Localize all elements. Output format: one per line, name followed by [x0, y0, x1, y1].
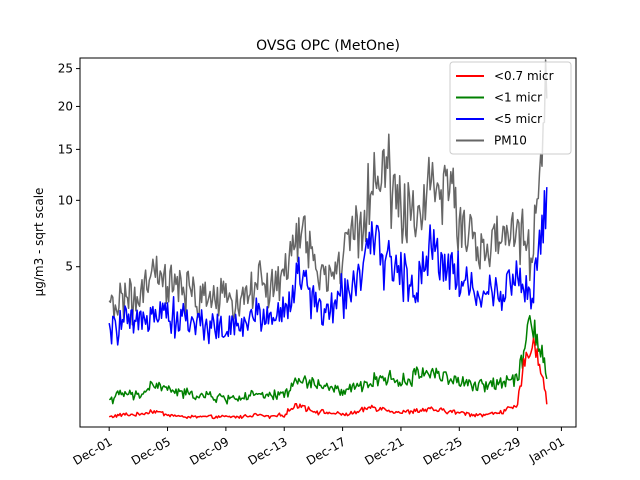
- series-line-1: [108, 314, 548, 405]
- y-tick-label: 5: [65, 260, 73, 274]
- legend-label-0: <0.7 micr: [494, 69, 554, 83]
- series-line-0: [108, 337, 548, 420]
- plot-frame: [79, 57, 577, 428]
- y-tick-label: 15: [58, 142, 73, 156]
- legend: <0.7 micr <1 micr <5 micr PM10: [449, 61, 572, 155]
- x-tick-label: Dec-01: [71, 434, 115, 468]
- x-tick-label: Dec-29: [479, 434, 523, 468]
- x-tick-label: Jan-01: [526, 434, 567, 466]
- y-tick-label: 10: [58, 193, 73, 207]
- x-tick-label: Dec-09: [187, 434, 231, 468]
- series-layer: [108, 59, 548, 420]
- x-tick-label: Dec-17: [304, 434, 348, 468]
- y-tick-label: 20: [58, 99, 73, 113]
- legend-label-3: PM10: [494, 134, 527, 148]
- x-tick-label: Dec-13: [246, 434, 290, 468]
- series-line-3: [108, 59, 548, 326]
- y-tick-label: 25: [58, 62, 73, 76]
- series-line-2: [108, 187, 548, 346]
- y-axis-label: µg/m3 - sqrt scale: [32, 188, 46, 297]
- x-tick-label: Dec-25: [421, 434, 465, 468]
- x-tick-label: Dec-05: [129, 434, 173, 468]
- legend-label-2: <5 micr: [494, 112, 542, 126]
- legend-box: [449, 61, 572, 155]
- chart-title: OVSG OPC (MetOne): [256, 38, 400, 54]
- legend-label-1: <1 micr: [494, 91, 542, 105]
- x-tick-label: Dec-21: [362, 434, 406, 468]
